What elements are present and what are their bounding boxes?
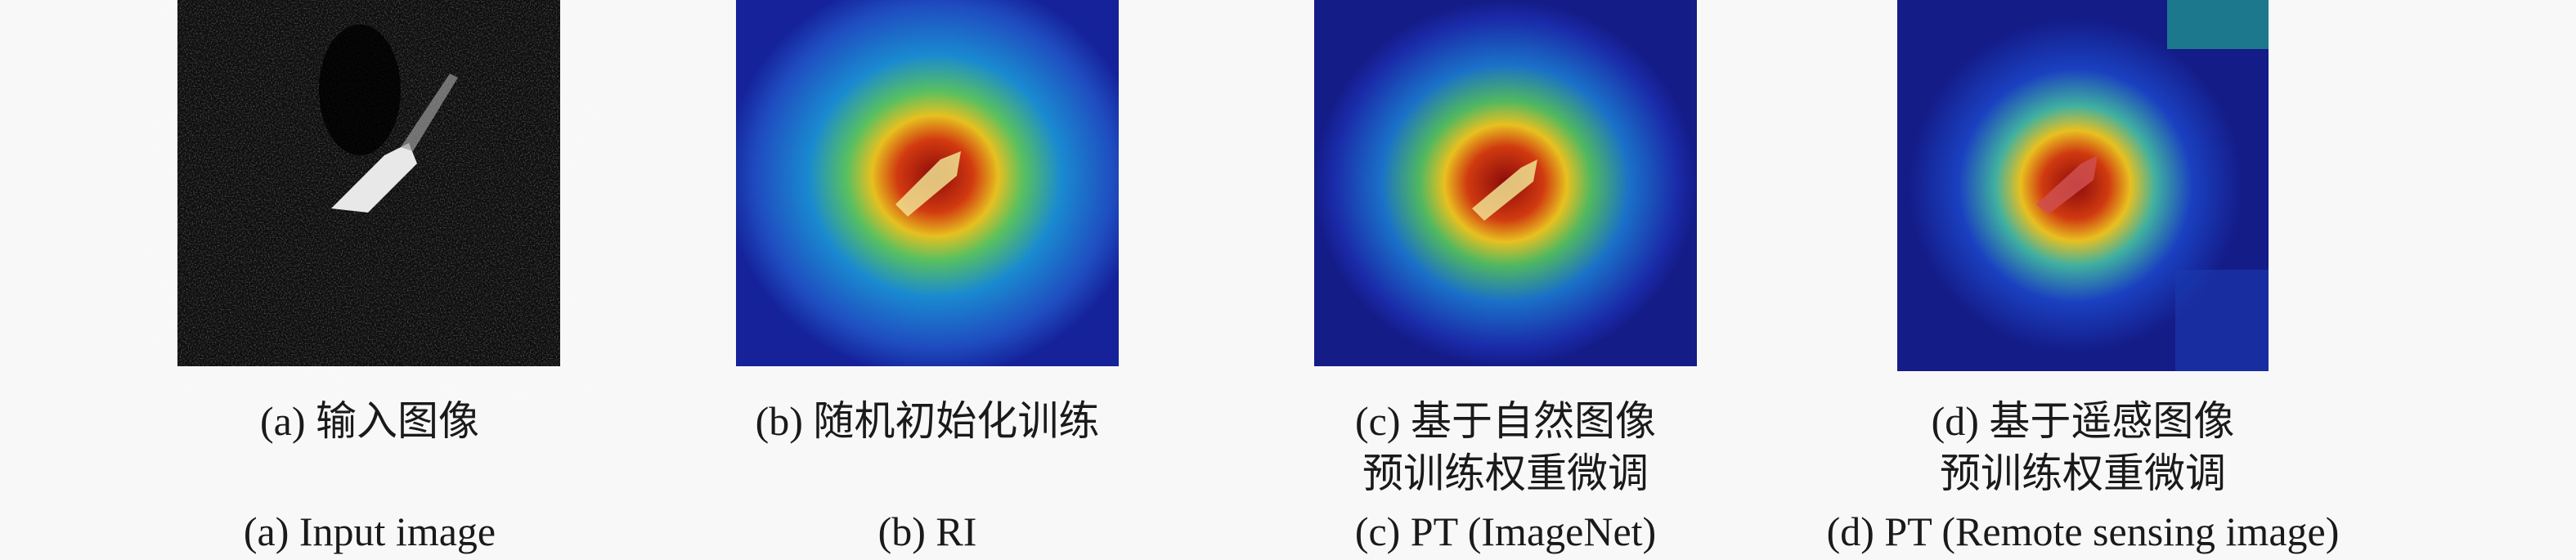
caption-cn: (c) 基于自然图像 [1355,398,1656,444]
heatmap-remote-sensing [1897,0,2269,371]
captions: (a) 输入图像 (a) Input image (b) 随机初始化训练 (b) RI… [244,398,2339,554]
caption-en: (c) PT (ImageNet) [1355,508,1656,554]
caption-en: (d) PT (Remote sensing image) [1827,508,2340,554]
caption-cn: (a) 输入图像 [260,398,479,444]
caption-en: (b) RI [878,508,977,554]
caption-en: (a) Input image [244,508,496,554]
caption-cn: (b) 随机初始化训练 [756,398,1100,444]
input-image [177,0,560,366]
heatmap-ri [736,0,1119,366]
heatmap-imagenet [1314,0,1697,366]
caption-cn: (d) 基于遥感图像 [1932,398,2235,444]
caption-cn: 预训练权重微调 [1362,450,1649,496]
caption-cn: 预训练权重微调 [1940,450,2226,496]
